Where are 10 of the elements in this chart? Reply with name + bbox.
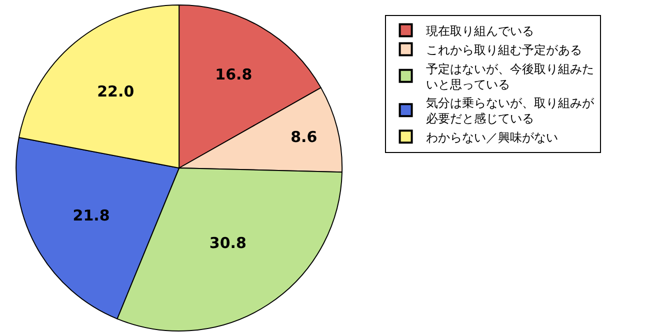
data-label: 21.8 bbox=[72, 206, 110, 225]
legend-label: わからない／興味がない bbox=[426, 130, 558, 144]
legend-label: 気分は乗らないが、取り組みが必要だと感じている bbox=[426, 96, 595, 126]
data-label: 22.0 bbox=[97, 82, 134, 100]
data-label: 16.8 bbox=[215, 65, 252, 84]
data-label: 30.8 bbox=[209, 234, 246, 252]
data-label: 8.6 bbox=[290, 128, 318, 146]
legend-label: 現在取り組んでいる bbox=[426, 24, 534, 38]
legend-label: これから取り組む予定がある bbox=[426, 42, 582, 57]
legend-label: 予定はないが、今後取り組みたいと思っている bbox=[426, 62, 594, 92]
